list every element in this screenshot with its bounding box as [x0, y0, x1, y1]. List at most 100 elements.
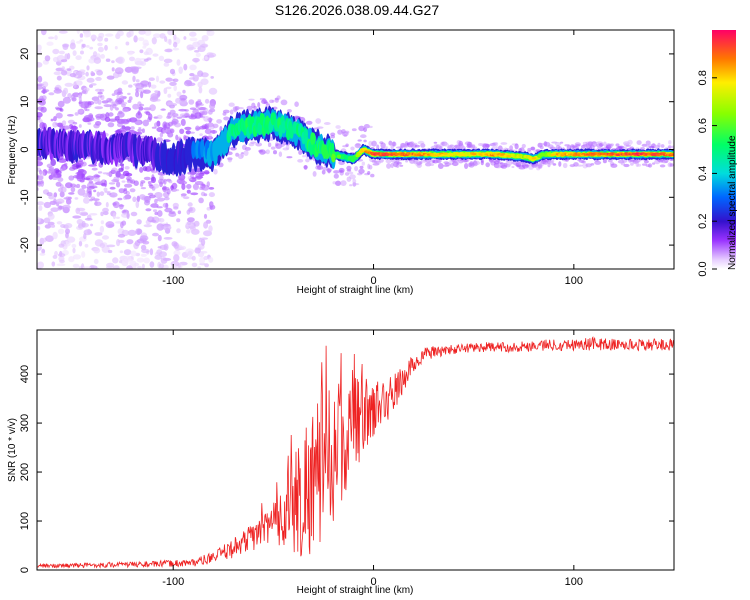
noise-blob: [195, 52, 201, 58]
halo-blob: [133, 180, 139, 186]
halo-blob: [116, 91, 124, 95]
noise-blob: [143, 257, 150, 264]
halo-blob: [495, 142, 499, 147]
noise-blob: [69, 42, 76, 50]
halo-blob: [93, 123, 100, 129]
halo-blob: [121, 180, 126, 183]
halo-blob: [350, 146, 355, 151]
noise-blob: [89, 213, 98, 216]
noise-blob: [100, 220, 105, 225]
halo-blob: [70, 166, 77, 169]
y-tick-label: 300: [19, 414, 31, 432]
noise-blob: [188, 46, 196, 50]
halo-blob: [466, 144, 474, 149]
noise-blob: [90, 83, 97, 86]
halo-blob: [41, 95, 47, 101]
halo-blob: [643, 160, 649, 164]
noise-blob: [206, 31, 210, 36]
noise-blob: [37, 44, 42, 51]
noise-blob: [84, 217, 93, 221]
halo-blob: [240, 152, 245, 155]
noise-blob: [95, 76, 102, 81]
noise-blob: [173, 250, 181, 256]
halo-blob: [172, 115, 176, 120]
noise-blob: [60, 59, 68, 63]
noise-blob: [100, 54, 105, 59]
halo-blob: [120, 96, 127, 100]
noise-blob: [82, 43, 86, 48]
noise-blob: [83, 233, 87, 240]
halo-blob: [93, 177, 100, 182]
halo-blob: [346, 165, 352, 171]
noise-blob: [183, 63, 188, 71]
noise-blob: [190, 192, 199, 196]
colorbar-tick-label: 0.2: [697, 214, 709, 229]
ridge-blob: [311, 132, 316, 146]
noise-blob: [116, 56, 125, 64]
halo-blob: [397, 161, 402, 165]
halo-blob: [186, 209, 191, 215]
halo-blob: [42, 89, 50, 93]
halo-blob: [349, 174, 356, 180]
noise-blob: [136, 219, 142, 225]
halo-blob: [396, 163, 400, 168]
noise-blob: [45, 235, 54, 243]
noise-blob: [134, 262, 139, 267]
halo-blob: [38, 119, 43, 124]
halo-blob: [78, 124, 82, 128]
noise-blob: [42, 81, 49, 88]
ridge-blob: [289, 126, 294, 139]
noise-blob: [186, 189, 191, 194]
noise-blob: [209, 204, 216, 210]
noise-blob: [167, 30, 174, 36]
noise-blob: [175, 97, 182, 104]
noise-blob: [208, 187, 215, 190]
noise-blob: [167, 93, 172, 98]
noise-blob: [135, 228, 142, 235]
noise-blob: [157, 210, 163, 217]
halo-blob: [271, 99, 275, 103]
noise-blob: [192, 74, 199, 82]
ridge-blob: [531, 157, 537, 160]
noise-blob: [165, 86, 172, 90]
halo-blob: [39, 170, 46, 177]
noise-blob: [164, 36, 168, 42]
halo-blob: [363, 139, 367, 143]
noise-blob: [78, 240, 83, 247]
noise-blob: [37, 50, 42, 54]
noise-blob: [104, 37, 109, 42]
noise-blob: [39, 252, 46, 256]
noise-blob: [194, 247, 201, 254]
halo-blob: [539, 142, 545, 146]
halo-blob: [420, 143, 426, 148]
halo-blob: [91, 167, 98, 171]
halo-blob: [154, 122, 158, 128]
halo-blob: [99, 191, 105, 197]
noise-blob: [103, 104, 112, 108]
halo-blob: [641, 143, 648, 147]
noise-blob: [122, 170, 130, 177]
ridge-blob: [550, 153, 555, 157]
halo-blob: [176, 189, 180, 192]
halo-blob: [315, 118, 322, 124]
halo-blob: [625, 144, 631, 147]
noise-blob: [119, 127, 128, 133]
noise-blob: [86, 65, 90, 71]
noise-blob: [44, 224, 52, 229]
noise-blob: [208, 87, 218, 95]
noise-blob: [184, 126, 192, 131]
noise-blob: [198, 86, 203, 94]
y-tick-label: 0: [19, 146, 31, 152]
halo-blob: [330, 132, 336, 137]
noise-blob: [70, 186, 76, 193]
halo-blob: [106, 172, 112, 177]
noise-blob: [156, 197, 165, 202]
halo-blob: [148, 163, 153, 169]
halo-blob: [355, 143, 361, 147]
halo-blob: [352, 178, 357, 184]
noise-blob: [65, 182, 73, 189]
noise-blob: [50, 207, 59, 212]
halo-blob: [286, 156, 293, 159]
colorbar-ticks: 0.0 0.2 0.4 0.6 0.8: [697, 70, 717, 277]
